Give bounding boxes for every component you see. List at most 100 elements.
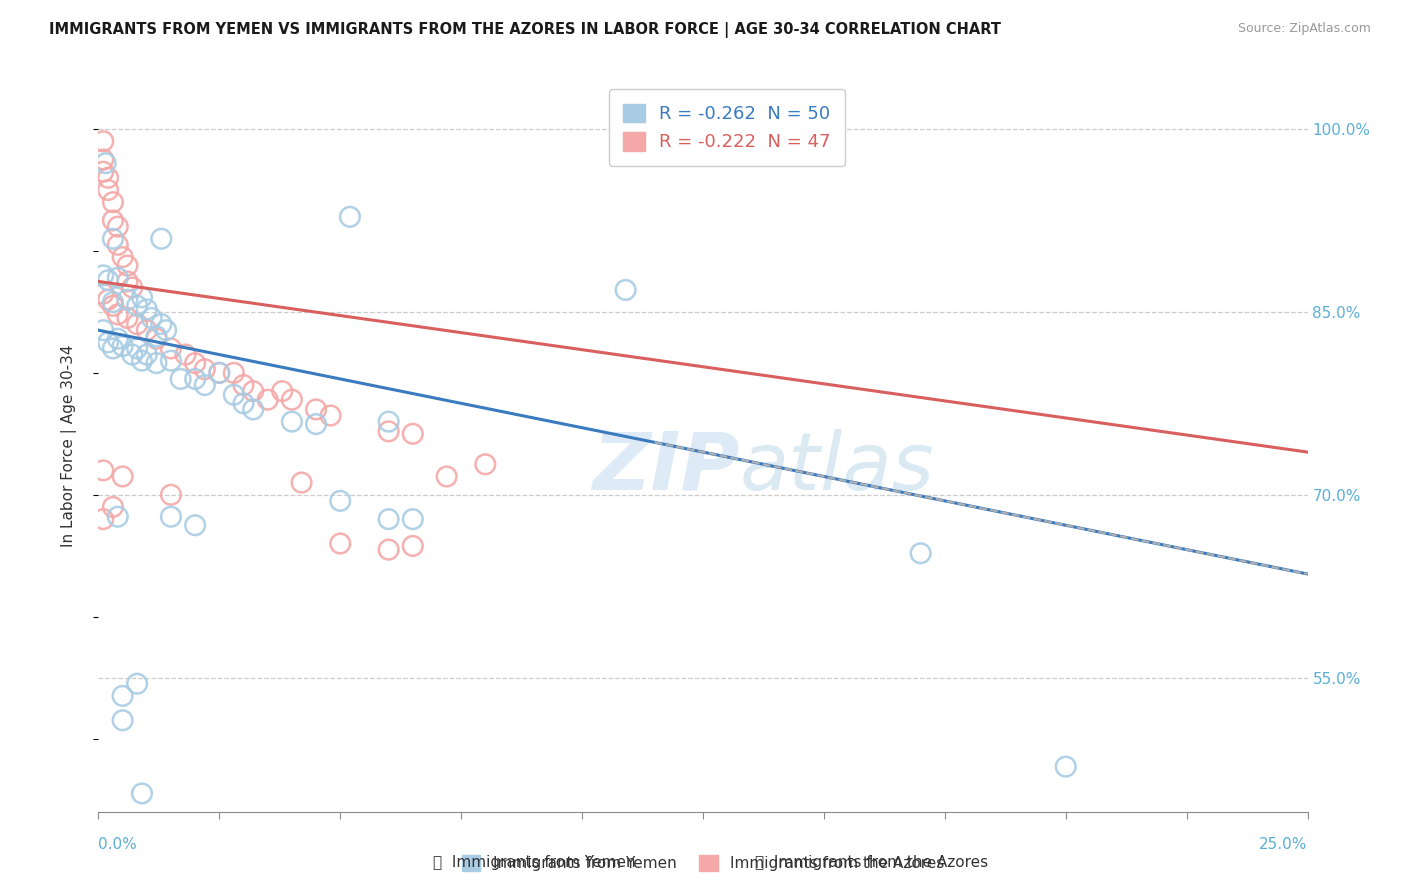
Point <box>339 210 361 224</box>
Point <box>436 469 458 483</box>
Point <box>208 366 231 380</box>
Point <box>131 353 153 368</box>
Point <box>131 787 153 801</box>
Point <box>402 512 425 526</box>
Point <box>329 494 352 508</box>
Text: 🔵  Immigrants from Yemen: 🔵 Immigrants from Yemen <box>433 855 636 870</box>
Text: ZIP: ZIP <box>592 429 740 507</box>
Point <box>91 268 114 283</box>
Point <box>97 273 120 287</box>
Point <box>127 676 149 690</box>
Point <box>111 469 134 483</box>
Point <box>117 311 139 326</box>
Point <box>94 156 117 170</box>
Point <box>242 384 264 399</box>
Point <box>91 323 114 337</box>
Point <box>402 426 425 441</box>
Text: Source: ZipAtlas.com: Source: ZipAtlas.com <box>1237 22 1371 36</box>
Text: 0.0%: 0.0% <box>98 838 138 853</box>
Point <box>127 342 149 356</box>
Point <box>111 250 134 264</box>
Point <box>91 512 114 526</box>
Point <box>474 458 496 472</box>
Point <box>97 170 120 185</box>
Point <box>160 488 183 502</box>
Point <box>377 542 399 557</box>
Point <box>160 342 183 356</box>
Point <box>117 259 139 273</box>
Point <box>184 372 207 386</box>
Point <box>145 332 167 346</box>
Legend: Immigrants from Yemen, Immigrants from the Azores: Immigrants from Yemen, Immigrants from t… <box>456 849 950 877</box>
Point <box>305 417 328 431</box>
Point <box>121 280 143 294</box>
Point <box>107 332 129 346</box>
Point <box>305 402 328 417</box>
Point <box>101 342 124 356</box>
Y-axis label: In Labor Force | Age 30-34: In Labor Force | Age 30-34 <box>60 344 77 548</box>
Point <box>232 378 254 392</box>
Point <box>127 299 149 313</box>
Point <box>127 317 149 331</box>
Point <box>222 366 245 380</box>
Point <box>101 500 124 514</box>
Point <box>281 392 304 407</box>
Point <box>319 409 342 423</box>
Point <box>329 536 352 550</box>
Point <box>107 219 129 234</box>
Point <box>107 238 129 252</box>
Point <box>131 290 153 304</box>
Point <box>160 353 183 368</box>
Point <box>101 232 124 246</box>
Point <box>155 323 177 337</box>
Point <box>222 388 245 402</box>
Point <box>150 317 173 331</box>
Point <box>135 302 157 317</box>
Point <box>377 512 399 526</box>
Point <box>91 164 114 178</box>
Point <box>111 689 134 703</box>
Point <box>242 402 264 417</box>
Point <box>91 153 114 167</box>
Point <box>184 356 207 370</box>
Point <box>290 475 312 490</box>
Text: 🔴  Immigrants from the Azores: 🔴 Immigrants from the Azores <box>755 855 988 870</box>
Point <box>910 546 932 560</box>
Point <box>107 509 129 524</box>
Point <box>101 295 124 310</box>
Point <box>145 356 167 370</box>
Point <box>160 509 183 524</box>
Point <box>101 299 124 313</box>
Point <box>97 183 120 197</box>
Point <box>281 415 304 429</box>
Point <box>107 307 129 321</box>
Point <box>1054 759 1077 773</box>
Point <box>101 195 124 210</box>
Point <box>194 378 217 392</box>
Point <box>117 293 139 307</box>
Text: IMMIGRANTS FROM YEMEN VS IMMIGRANTS FROM THE AZORES IN LABOR FORCE | AGE 30-34 C: IMMIGRANTS FROM YEMEN VS IMMIGRANTS FROM… <box>49 22 1001 38</box>
Point <box>256 392 278 407</box>
Point <box>135 348 157 362</box>
Point <box>169 372 191 386</box>
Point <box>97 335 120 350</box>
Text: 25.0%: 25.0% <box>1260 838 1308 853</box>
Point <box>107 270 129 285</box>
Point <box>614 283 637 297</box>
Point <box>101 213 124 227</box>
Point <box>271 384 294 399</box>
Point <box>150 232 173 246</box>
Point <box>91 286 114 301</box>
Point <box>135 323 157 337</box>
Point <box>91 463 114 477</box>
Point <box>111 714 134 728</box>
Point <box>402 539 425 553</box>
Point <box>174 348 197 362</box>
Point <box>377 415 399 429</box>
Point <box>208 366 231 380</box>
Point <box>97 293 120 307</box>
Point <box>141 311 163 326</box>
Point <box>232 396 254 410</box>
Point <box>91 134 114 148</box>
Point <box>145 329 167 343</box>
